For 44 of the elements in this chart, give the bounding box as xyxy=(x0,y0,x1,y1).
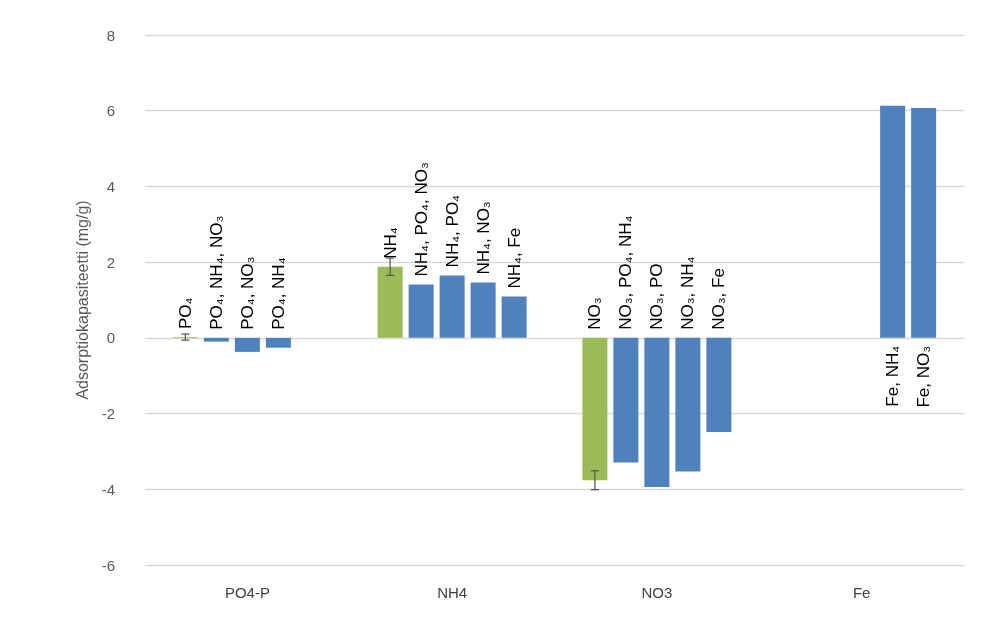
bar xyxy=(582,337,608,481)
annotation: NO₃, PO₄, NH₄ xyxy=(616,215,636,330)
annotation: PO₄, NH₄, NO₃ xyxy=(206,215,226,330)
annotation: NH₄, Fe xyxy=(504,227,524,289)
y-tick-label: -4 xyxy=(101,480,115,498)
y-tick-label: 4 xyxy=(106,177,115,195)
bar xyxy=(234,337,260,352)
bar xyxy=(644,337,670,488)
bar xyxy=(880,105,906,338)
annotation: Fe, NH₄ xyxy=(883,345,903,407)
bar xyxy=(265,337,291,348)
bar xyxy=(439,275,465,338)
y-tick-label: -6 xyxy=(101,556,115,574)
y-tick-label: 0 xyxy=(106,329,115,347)
annotation: NO₃, NH₄ xyxy=(678,256,698,330)
annotation: NO₃, Fe xyxy=(709,268,729,330)
annotation: NH₄ xyxy=(380,227,400,259)
bar xyxy=(911,108,937,338)
annotation: PO₄, NH₄ xyxy=(268,257,288,330)
y-axis-title: Adsorptiokapasiteetti (mg/g) xyxy=(73,200,91,400)
bar xyxy=(377,266,403,338)
bar xyxy=(706,337,732,433)
annotation: NH₄, PO₄ xyxy=(442,194,462,268)
bar xyxy=(613,337,639,463)
bar xyxy=(675,337,701,472)
y-tick-label: 6 xyxy=(106,102,115,120)
y-tick-label: 2 xyxy=(106,253,115,271)
bar xyxy=(470,282,496,338)
annotation: Fe, NO₃ xyxy=(914,345,934,408)
x-tick-label: Fe xyxy=(852,584,871,601)
annotation: NO₃, PO xyxy=(647,263,667,330)
annotation: PO₄ xyxy=(175,297,195,330)
annotation: NH₄, PO₄, NO₃ xyxy=(411,162,431,277)
annotation: NH₄, NO₃ xyxy=(473,201,493,275)
annotation: NO₃ xyxy=(585,297,605,330)
annotation: PO₄, NO₃ xyxy=(237,256,257,330)
bar xyxy=(501,296,527,338)
bar xyxy=(408,284,434,338)
x-tick-label: NH4 xyxy=(437,584,468,601)
x-tick-label: PO4-P xyxy=(224,584,270,601)
y-tick-label: 8 xyxy=(106,26,115,44)
bar xyxy=(203,337,229,342)
y-tick-label: -2 xyxy=(101,405,115,423)
x-tick-label: NO3 xyxy=(641,584,673,601)
